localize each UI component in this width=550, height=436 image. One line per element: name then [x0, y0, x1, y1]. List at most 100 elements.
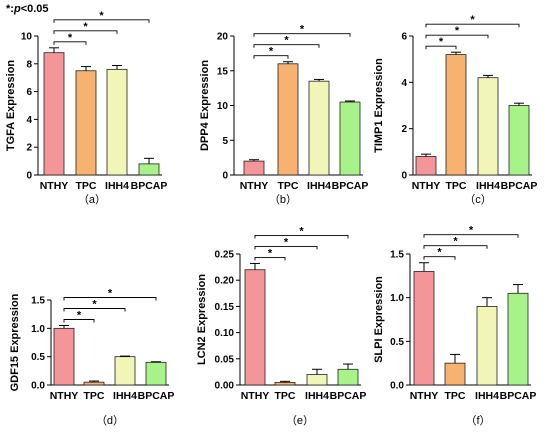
- panel-f-y-tick-label: 0.5: [390, 337, 404, 348]
- panel-a-x-tick-label: TPC: [76, 180, 97, 192]
- panel-a-x-tick-label: BPCAP: [131, 180, 168, 192]
- panel-e-y-tick-label: 0.20: [215, 276, 235, 287]
- panel-b-bar-tpc: [277, 63, 299, 176]
- panel-e-significance-bracket: [254, 256, 286, 261]
- panel-d-significance-bracket: [63, 297, 157, 301]
- panel-f-bar-bpcap: [507, 292, 529, 386]
- panel-a-y-tick-label: 4: [26, 115, 32, 126]
- panel-f-x-tick-label: TPC: [445, 390, 466, 402]
- panel-c-x-tick-label: IHH4: [476, 180, 500, 192]
- panel-e-bar-tpc: [274, 381, 296, 386]
- panel-e-significance-bracket: [254, 245, 318, 250]
- significance-symbol: *:: [6, 3, 14, 15]
- panel-c-y-axis-label: TIMP1 Expression: [373, 58, 385, 153]
- panel-e-x-tick-label: IHH4: [305, 390, 329, 402]
- panel-f-significance-bracket: [423, 234, 519, 238]
- panel-c-x-tick-label: BPCAP: [501, 180, 538, 192]
- panel-c-x-tick-label: NTHY: [412, 180, 441, 192]
- significance-p: p: [13, 3, 21, 15]
- panel-d-significance-star: *: [77, 310, 82, 322]
- panel-c-x-tick-label: TPC: [446, 180, 467, 192]
- significance-note: *:p<0.05: [6, 3, 49, 15]
- panel-a-bar-bpcap: [138, 163, 160, 176]
- panel-e-y-tick-label: 0.05: [215, 354, 235, 365]
- panel-d-significance-star: *: [108, 288, 113, 300]
- panel-c-bar-tpc: [445, 54, 467, 176]
- panel-b-y-tick-label: 20: [217, 32, 229, 43]
- panel-f-y-tick-label: 1.5: [390, 250, 404, 261]
- panel-e-y-tick-label: 0.25: [215, 250, 235, 261]
- panel-c-bar-bpcap: [508, 105, 530, 176]
- panel-a-significance-star: *: [68, 32, 73, 44]
- panel-b-x-tick-label: IHH4: [307, 180, 331, 192]
- panel-c-significance-bracket: [425, 23, 520, 28]
- panel-d-label: （d）: [96, 414, 124, 427]
- panel-f-bar-ihh4: [476, 305, 498, 386]
- panel-a-significance-bracket: [53, 41, 87, 45]
- panel-f-x-tick-label: IHH4: [475, 390, 499, 402]
- panel-f-y-tick-label: 0.0: [390, 381, 404, 392]
- panel-f-significance-bracket: [423, 256, 456, 260]
- panel-f-bar-tpc: [444, 362, 466, 386]
- panel-d-x-tick-label: TPC: [84, 390, 105, 402]
- panel-b-y-tick-label: 5: [222, 136, 228, 147]
- panel-b-y-tick-label: 15: [217, 66, 229, 77]
- panel-e-significance-bracket: [254, 234, 349, 239]
- panel-c-significance-star: *: [439, 36, 444, 48]
- panel-e-y-axis-label: LCN2 Expression: [196, 274, 208, 365]
- panel-f-significance-bracket: [423, 245, 488, 249]
- panel-b-significance-bracket: [253, 44, 320, 48]
- panel-a-y-tick-label: 10: [21, 32, 33, 43]
- panel-c-y-tick-label: 4: [401, 78, 407, 89]
- panel-e-significance-star: *: [268, 247, 273, 259]
- panel-d-significance-bracket: [63, 308, 126, 312]
- panel-d-y-tick-label: 1.5: [31, 296, 45, 307]
- panel-f-significance-star: *: [453, 236, 458, 248]
- panel-e-x-tick-label: BPCAP: [330, 390, 367, 402]
- panel-b-y-tick-label: 10: [217, 101, 229, 112]
- panel-d-x-tick-label: NTHY: [50, 390, 79, 402]
- panel-b-significance-star: *: [269, 46, 274, 58]
- panel-c-y-tick-label: 2: [401, 124, 407, 135]
- panel-e-x-tick-label: TPC: [275, 390, 296, 402]
- panel-e-label: （e）: [286, 414, 314, 427]
- panel-f-label: （f）: [465, 414, 490, 427]
- panel-f-significance-star: *: [469, 225, 474, 237]
- panel-a-y-tick-label: 6: [26, 87, 32, 98]
- panel-b-y-axis-label: DPP4 Expression: [199, 60, 211, 151]
- panel-a-significance-bracket: [53, 19, 150, 23]
- panel-d-y-tick-label: 0.5: [31, 352, 45, 363]
- panel-e-y-tick-label: 0.15: [215, 302, 235, 313]
- panel-e-bar-ihh4: [306, 374, 328, 386]
- panel-f-x-tick-label: NTHY: [410, 390, 439, 402]
- panel-b-x-tick-label: TPC: [278, 180, 299, 192]
- panel-c-significance-bracket: [425, 34, 489, 39]
- panel-d-bar-nthy: [53, 327, 75, 386]
- panel-a-y-axis-label: TGFA Expression: [5, 60, 17, 152]
- panel-c-label: （c）: [464, 193, 492, 206]
- panel-b-bar-ihh4: [308, 80, 330, 176]
- panel-b-significance-bracket: [253, 55, 289, 59]
- panel-d-significance-star: *: [92, 299, 97, 311]
- panel-b-bar-bpcap: [339, 101, 361, 176]
- panel-a-significance-star: *: [83, 21, 88, 33]
- panel-b-x-tick-label: BPCAP: [332, 180, 369, 192]
- panel-d-y-axis-label: GDF15 Expression: [9, 293, 21, 391]
- panel-a-bar-ihh4: [106, 68, 128, 176]
- panel-d-bar-bpcap: [145, 361, 167, 386]
- panel-f-y-axis-label: SLPI Expression: [373, 276, 385, 363]
- panel-b-significance-bracket: [253, 33, 351, 37]
- panel-e-significance-star: *: [299, 225, 304, 237]
- significance-threshold: <0.05: [20, 3, 49, 15]
- panel-b-x-tick-label: NTHY: [240, 180, 269, 192]
- panel-f-significance-star: *: [437, 247, 442, 259]
- panel-d-x-tick-label: IHH4: [113, 390, 137, 402]
- panel-a-x-tick-label: IHH4: [105, 180, 129, 192]
- panel-c-y-tick-label: 6: [401, 32, 407, 43]
- panel-a-y-tick-label: 0: [26, 171, 32, 182]
- panel-c-significance-star: *: [455, 25, 460, 37]
- panel-d-y-tick-label: 1.0: [31, 324, 45, 335]
- panel-e-bar-bpcap: [337, 368, 359, 386]
- panel-c-bar-nthy: [415, 156, 437, 176]
